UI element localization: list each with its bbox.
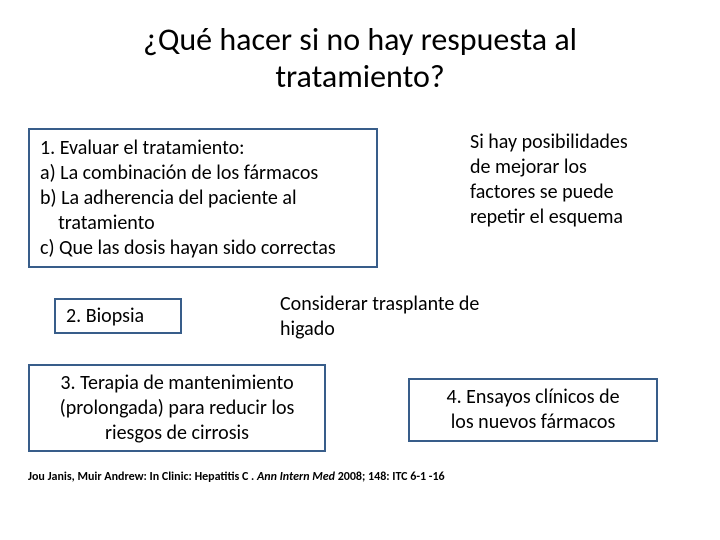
text1-line: Si hay posibilidades — [470, 130, 628, 155]
box3-line: 3. Terapia de mantenimiento — [40, 371, 314, 396]
box4-line: los nuevos fármacos — [420, 410, 646, 435]
citation-prefix: Jou Janis, Muir Andrew: In Clinic: Hepat… — [28, 470, 257, 484]
box1-line: c) Que las dosis hayan sido correctas — [40, 236, 366, 261]
box1-line: b) La adherencia del paciente al — [40, 186, 366, 211]
text-transplant: Considerar trasplante dehigado — [280, 292, 479, 342]
text1-line: repetir el esquema — [470, 205, 628, 230]
citation-italic: Ann Intern Med — [257, 470, 338, 484]
text1-line: factores se puede — [470, 180, 628, 205]
box-biopsy: 2. Biopsia — [54, 298, 182, 334]
text2-line: higado — [280, 317, 479, 342]
box-biopsy-label: 2. Biopsia — [66, 304, 144, 329]
box4-line: 4. Ensayos clínicos de — [420, 385, 646, 410]
page-title: ¿Qué hacer si no hay respuesta al tratam… — [0, 0, 720, 106]
citation-suffix: 2008; 148: ITC 6-1 -16 — [338, 470, 445, 484]
box-maintenance-therapy: 3. Terapia de mantenimiento(prolongada) … — [28, 364, 326, 452]
text1-line: de mejorar los — [470, 155, 628, 180]
box1-line: a) La combinación de los fármacos — [40, 161, 366, 186]
box1-line: 1. Evaluar el tratamiento: — [40, 136, 366, 161]
citation: Jou Janis, Muir Andrew: In Clinic: Hepat… — [28, 470, 445, 484]
box-clinical-trials: 4. Ensayos clínicos delos nuevos fármaco… — [408, 378, 658, 442]
text-improve-factors: Si hay posibilidadesde mejorar losfactor… — [470, 130, 628, 230]
box3-line: riesgos de cirrosis — [40, 421, 314, 446]
box3-line: (prolongada) para reducir los — [40, 396, 314, 421]
box1-line: tratamiento — [40, 211, 366, 236]
box-evaluate-treatment: 1. Evaluar el tratamiento:a) La combinac… — [28, 128, 378, 268]
text2-line: Considerar trasplante de — [280, 292, 479, 317]
